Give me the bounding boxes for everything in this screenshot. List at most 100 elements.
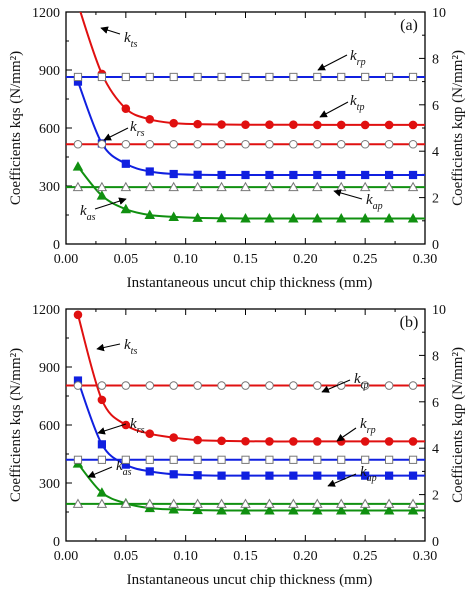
series-label-kas: kas [80,203,96,223]
series-label-kap: kap [360,464,377,484]
data-point-kap [120,181,132,192]
data-point-ktp [193,381,202,390]
x-tick-label: 0.20 [293,252,318,267]
data-point-kas [120,203,132,214]
y-right-tick-label: 0 [432,535,439,550]
series-label-sub: ap [373,201,383,212]
data-point-krs [289,170,298,180]
panel-a: 0.00 0.05 0.10 0.15 0.20 0.25 0.30030060090012… [8,6,466,291]
data-point-kas [383,505,395,515]
series-label-sub: ap [367,473,377,484]
y-left-tick-label: 300 [39,477,60,492]
data-point-krs [145,167,154,176]
data-point-krp [73,455,83,464]
data-point-krp [121,455,130,464]
data-point-ktp [313,139,322,149]
data-point-krs [169,470,178,479]
data-point-kas [168,504,179,514]
data-point-kas [192,504,203,515]
data-point-krp [97,72,107,82]
y-left-axis-title: Coefficients kqs (N/mm²) [8,348,24,502]
data-point-ktp [360,381,370,390]
data-point-kap [288,498,299,508]
data-point-kts [217,120,226,129]
y-right-tick-label: 6 [432,99,439,114]
series-label-sub: rp [367,425,376,436]
series-label-main: k [360,464,367,480]
y-right-tick-label: 8 [432,349,439,364]
data-point-kts [73,310,83,320]
data-point-krp [97,455,107,464]
x-tick-label: 0.30 [413,252,438,267]
data-point-krs [337,471,346,480]
y-right-axis-title: Coefficients kqp (N/mm²) [450,347,466,503]
data-point-kap [168,498,179,508]
annotation-arrow-krp [336,427,357,442]
series-krp: krp [66,416,425,464]
y-left-axis-title: Coefficients kqs (N/mm²) [8,51,24,205]
data-point-kap [312,498,323,508]
annotation-arrow-krp [317,54,348,71]
series-label-kap: kap [366,192,383,212]
data-point-ktp [408,381,418,390]
series-kap: kap [66,464,425,508]
x-tick-label: 0.25 [353,549,378,564]
series-label-main: k [354,371,361,387]
data-point-kap [359,181,371,192]
series-label-krs: krs [130,119,145,139]
data-point-kas [264,213,275,223]
annotation-arrow-kas [87,466,113,478]
annotation-arrow-krs [103,127,129,141]
data-point-krs [385,170,394,180]
annotation-arrow-kts [100,26,121,35]
y-right-tick-label: 10 [432,303,446,318]
x-tick-label: 0.30 [413,549,438,564]
data-point-krs [193,471,202,480]
data-point-kap [288,181,299,192]
data-point-ktp [169,381,178,390]
x-tick-label: 0.15 [233,252,258,267]
series-label-ktp: ktp [354,371,368,391]
series-krs: krs [73,376,425,480]
data-point-krp [385,72,394,82]
data-point-krs [289,471,298,480]
data-point-krp [193,455,202,464]
data-point-krp [145,455,154,464]
data-point-kas [72,161,84,171]
data-point-kts [121,104,131,113]
y-left-tick-label: 600 [39,122,60,137]
data-point-kas [288,505,299,515]
x-tick-label: 0.25 [353,252,378,267]
data-point-krs [241,170,250,180]
data-point-kas [96,190,108,200]
data-point-kap [96,498,108,508]
data-point-krs [241,471,250,480]
panel-label: (a) [400,17,418,34]
data-point-kts [336,437,346,446]
data-point-krp [289,72,298,82]
y-right-tick-label: 2 [432,192,439,207]
data-point-kas [312,213,323,223]
data-point-ktp [73,381,83,390]
data-point-krp [313,455,322,464]
series-kas: kas [72,161,425,223]
x-tick-label: 0.05 [114,549,139,564]
data-point-kas [168,211,179,221]
series-label-sub: as [87,212,96,223]
data-point-krp [145,72,154,82]
data-point-kas [216,505,227,515]
data-point-ktp [121,381,131,390]
data-point-kts [384,120,394,130]
data-point-ktp [336,139,346,149]
annotation-arrow-kap [327,473,357,487]
data-point-ktp [97,139,107,149]
data-point-krp [408,72,418,82]
y-left-tick-label: 300 [39,180,60,195]
series-ktp: ktp [66,93,425,149]
data-point-krp [121,72,130,82]
data-point-kas [359,213,371,223]
y-left-tick-label: 0 [53,535,60,550]
data-point-kap [264,181,275,192]
x-axis-title: Instantaneous uncut chip thickness (mm) [127,275,373,291]
data-point-krp [73,72,83,82]
